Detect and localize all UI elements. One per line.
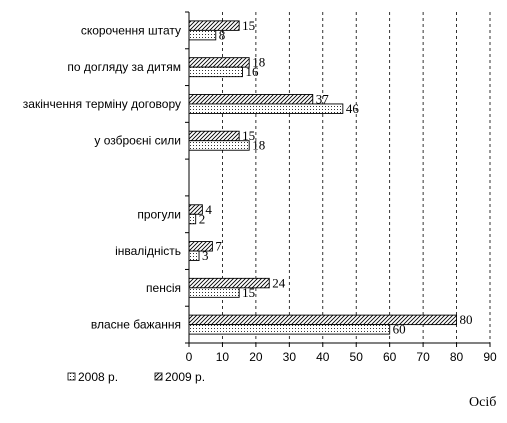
legend-swatch-2008 <box>67 372 76 381</box>
bar-2008-0 <box>188 29 217 41</box>
x-tick-label-30: 30 <box>283 350 297 364</box>
data-label-2008-1: 16 <box>246 64 260 79</box>
x-tick-label-0: 0 <box>186 350 193 364</box>
legend-label-2008: 2008 р. <box>78 370 118 384</box>
x-tick-label-60: 60 <box>383 350 397 364</box>
x-tick-label-80: 80 <box>450 350 464 364</box>
axes <box>185 11 491 347</box>
x-tick-label-10: 10 <box>216 350 230 364</box>
category-label-0: скорочення штату <box>81 23 181 37</box>
data-label-2009-7: 24 <box>272 275 286 290</box>
bar-2008-2 <box>188 103 344 114</box>
data-label-2008-2: 46 <box>346 101 360 116</box>
bar-2008-7 <box>188 287 240 298</box>
category-label-6: інвалідність <box>115 244 181 258</box>
data-label-2009-5: 4 <box>205 202 212 217</box>
bar-2008-1 <box>188 66 243 78</box>
x-tick-label-70: 70 <box>416 350 430 364</box>
legend-swatch-2009 <box>154 372 163 381</box>
data-label-2009-6: 7 <box>215 239 222 254</box>
bar-2009-6 <box>188 241 213 252</box>
bar-2009-1 <box>188 57 250 68</box>
x-axis-label: Осіб <box>469 395 496 410</box>
category-label-7: пенсія <box>146 281 181 295</box>
data-label-2008-6: 3 <box>202 248 209 263</box>
category-label-5: прогули <box>137 207 181 221</box>
bar-2009-8 <box>188 314 458 326</box>
data-label-2008-0: 8 <box>219 27 226 42</box>
bar-2008-5 <box>188 213 197 225</box>
x-tick-labels: 0 10 20 30 40 50 60 70 80 90 <box>186 350 497 364</box>
bar-2008-8 <box>188 324 391 335</box>
data-label-2009-1: 18 <box>252 55 265 70</box>
data-label-2008-7: 15 <box>242 285 255 300</box>
bar-2009-2 <box>188 93 314 105</box>
bar-2008-3 <box>188 140 250 151</box>
x-tick-label-90: 90 <box>483 350 497 364</box>
x-tick-label-20: 20 <box>249 350 263 364</box>
data-label-2008-3: 18 <box>252 138 265 153</box>
bar-2009-7 <box>188 277 270 289</box>
legend: 2008 р. 2009 р. <box>67 370 205 384</box>
data-label-2008-8: 60 <box>393 322 406 337</box>
category-label-1: по догляду за дитям <box>67 60 181 74</box>
x-tick-label-50: 50 <box>350 350 364 364</box>
legend-label-2009: 2009 р. <box>165 370 205 384</box>
category-label-3: у озброєні сили <box>94 134 181 148</box>
x-tick-label-40: 40 <box>316 350 330 364</box>
bar-2009-0 <box>188 20 240 31</box>
data-label-2009-3: 15 <box>242 128 255 143</box>
bar-2008-6 <box>188 250 200 262</box>
data-label-2009-8: 80 <box>460 312 473 327</box>
category-label-2: закінчення терміну договору <box>23 97 181 111</box>
category-label-8: власне бажання <box>91 318 181 332</box>
data-label-2009-2: 37 <box>316 91 330 106</box>
data-label-2009-0: 15 <box>242 18 255 33</box>
data-label-2008-5: 2 <box>199 211 206 226</box>
bar-2009-3 <box>188 130 240 142</box>
category-labels: скорочення штату по догляду за дитям закін… <box>23 23 181 331</box>
